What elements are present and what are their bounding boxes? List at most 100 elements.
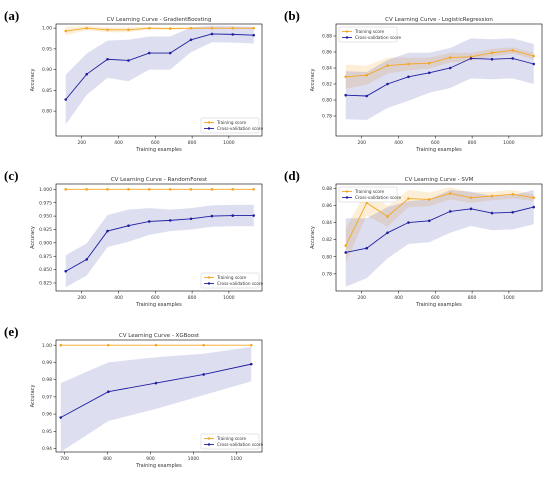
data-point-series-0	[85, 26, 89, 30]
data-point-series-1	[64, 98, 68, 101]
x-tick-label: 800	[468, 295, 477, 301]
data-point-series-0	[168, 27, 172, 30]
data-point-series-1	[249, 362, 253, 366]
y-tick-label: 0.88	[322, 34, 332, 40]
data-point-series-1	[469, 207, 473, 211]
data-point-series-1	[85, 72, 89, 76]
x-axis-label: Training examples	[135, 302, 182, 308]
data-point-series-1	[85, 258, 89, 261]
data-point-series-0	[469, 196, 473, 199]
y-tick-label: 0.98	[42, 377, 52, 383]
std-band-series-0	[345, 47, 534, 89]
data-point-series-0	[252, 188, 256, 191]
data-point-series-1	[448, 210, 452, 213]
y-tick-label: 0.90	[42, 67, 52, 73]
chart-title: CV Learning Curve - GradientBoosting	[107, 17, 212, 23]
y-tick-label: 0.88	[322, 186, 332, 192]
chart-title: CV Learning Curve - LogisticRegression	[385, 17, 493, 23]
data-point-series-1	[252, 33, 256, 37]
x-tick-label: 600	[151, 140, 160, 146]
y-tick-label: 0.82	[322, 82, 332, 88]
y-tick-label: 0.875	[39, 254, 52, 260]
data-point-series-1	[469, 57, 473, 60]
y-tick-label: 0.900	[39, 240, 52, 246]
data-point-series-0	[427, 61, 431, 65]
x-tick-label: 1000	[223, 140, 235, 146]
chart-title: CV Learning Curve - XGBoost	[119, 333, 200, 339]
data-point-series-1	[106, 229, 109, 233]
data-point-series-1	[365, 94, 369, 98]
data-point-series-1	[202, 373, 205, 376]
data-point-series-1	[231, 214, 235, 217]
panel-label-b: (b)	[284, 8, 300, 23]
data-point-series-0	[64, 188, 68, 191]
y-axis-label: Accuracy	[30, 385, 36, 408]
data-point-series-0	[252, 26, 256, 30]
x-tick-label: 400	[394, 140, 403, 146]
y-axis-label: Accuracy	[30, 226, 36, 249]
y-tick-label: 0.850	[39, 267, 52, 273]
x-tick-label: 200	[357, 295, 366, 301]
data-point-series-0	[147, 26, 151, 30]
data-point-series-0	[365, 73, 369, 77]
chart-gradientboosting: CV Learning Curve - GradientBoosting 200 4…	[30, 17, 264, 153]
data-point-series-0	[490, 194, 494, 198]
chart-svm: CV Learning Curve - SVM 200 400 600 800 1000 0…	[310, 177, 543, 308]
y-axis-label: Accuracy	[310, 69, 316, 92]
y-tick-label: 0.78	[322, 114, 332, 120]
legend-label: Cross-validation score	[217, 442, 264, 447]
x-tick-label: 900	[146, 456, 155, 462]
data-point-series-1	[106, 57, 109, 61]
legend-label: Cross-validation score	[355, 195, 402, 200]
legend-marker	[345, 196, 349, 199]
y-tick-label: 0.84	[322, 220, 332, 226]
x-tick-label: 800	[188, 295, 197, 301]
data-point-series-1	[252, 214, 256, 217]
data-point-series-0	[127, 188, 130, 191]
data-point-series-0	[249, 343, 253, 347]
x-tick-label: 200	[357, 140, 366, 146]
data-point-series-0	[64, 29, 68, 33]
data-point-series-1	[511, 210, 515, 214]
legend-box	[338, 186, 398, 203]
chart-randomforest: CV Learning Curve - RandomForest 200 400 60…	[30, 177, 264, 308]
data-point-series-0	[490, 51, 494, 55]
legend-label: Training score	[216, 436, 247, 441]
data-point-series-0	[147, 188, 151, 191]
y-tick-label: 0.95	[42, 46, 52, 52]
data-point-series-0	[59, 343, 63, 347]
legend-marker	[207, 443, 211, 446]
legend-marker	[345, 30, 349, 33]
chart-logisticregression: CV Learning Curve - LogisticRegression 20…	[310, 17, 543, 153]
series-line-1	[65, 33, 254, 100]
plot-area-frame	[55, 23, 263, 137]
data-point-series-1	[147, 51, 151, 55]
x-tick-label: 200	[77, 295, 86, 301]
x-axis-label: Training examples	[135, 463, 182, 469]
data-point-series-0	[189, 26, 193, 30]
data-point-series-1	[427, 219, 431, 223]
legend-label: Training score	[354, 29, 385, 34]
x-tick-label: 800	[103, 456, 112, 462]
data-point-series-0	[448, 192, 452, 195]
data-point-series-1	[210, 32, 214, 36]
data-point-series-1	[407, 75, 410, 79]
data-point-series-0	[448, 56, 452, 59]
legend-label: Cross-validation score	[355, 35, 402, 40]
plot-area-frame	[55, 183, 263, 292]
data-point-series-0	[231, 188, 235, 191]
data-point-series-0	[511, 192, 515, 196]
x-axis-label: Training examples	[135, 147, 182, 153]
y-tick-label: 1.00	[42, 26, 52, 32]
legend-label: Training score	[216, 275, 247, 280]
y-tick-label: 0.925	[39, 227, 52, 233]
y-tick-label: 0.99	[42, 360, 52, 366]
y-tick-label: 1.00	[42, 343, 52, 349]
legend-label: Cross-validation score	[217, 281, 264, 286]
data-point-series-1	[427, 71, 431, 75]
data-point-series-0	[532, 196, 536, 199]
legend-label: Cross-validation score	[217, 126, 264, 131]
x-tick-label: 1000	[503, 140, 515, 146]
x-tick-label: 1000	[188, 456, 200, 462]
data-point-series-1	[532, 205, 536, 209]
